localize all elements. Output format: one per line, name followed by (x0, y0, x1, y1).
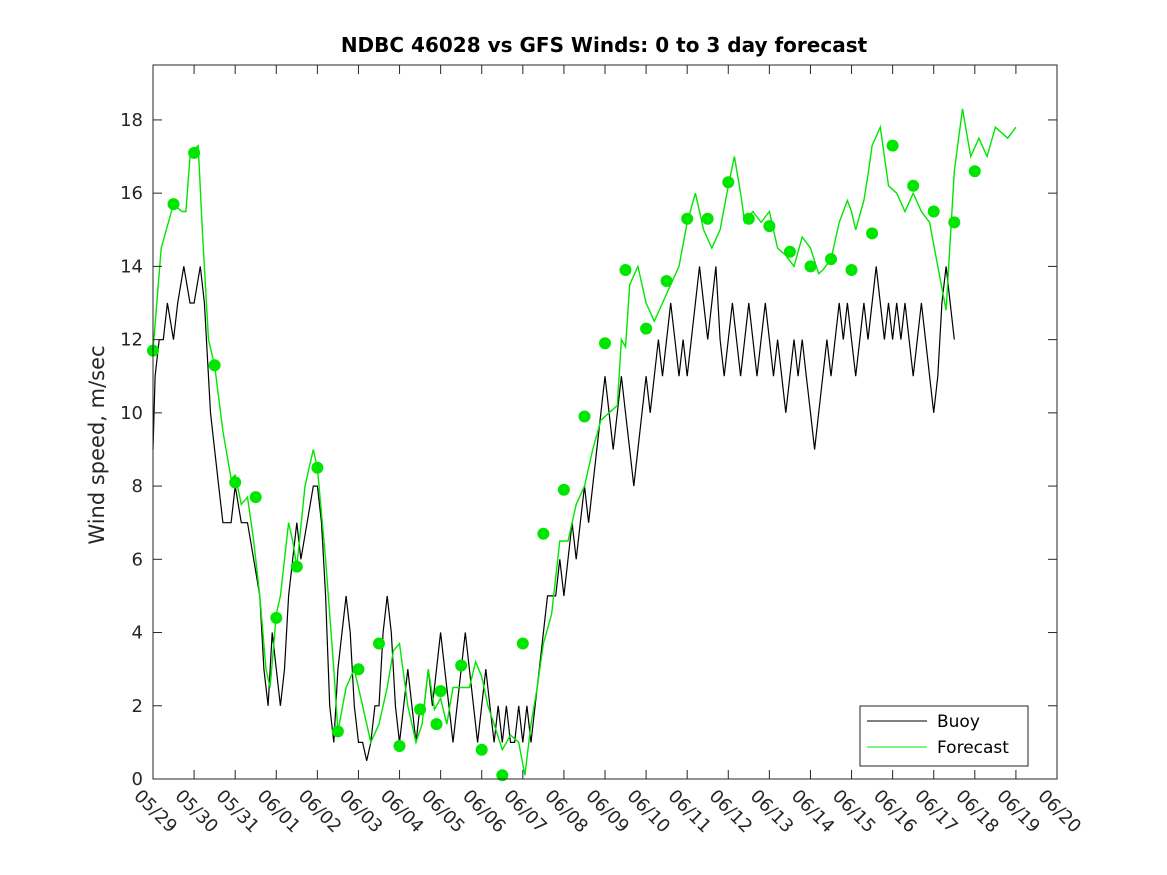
x-tick-label-16: 06/14 (787, 786, 839, 838)
legend-box (859, 705, 1029, 767)
forecast-point-11 (373, 637, 385, 650)
forecast-point-5 (249, 491, 262, 504)
forecast-point-16 (455, 659, 468, 672)
x-tick-label-5: 06/03 (335, 786, 387, 838)
forecast-point-14 (430, 718, 443, 731)
forecast-point-19 (516, 637, 529, 650)
forecast-point-37 (886, 139, 899, 152)
x-tick-label-10: 06/08 (540, 786, 592, 838)
forecast-point-23 (599, 337, 611, 350)
x-tick-label-20: 06/18 (951, 786, 1003, 838)
series-line-forecast (152, 108, 1017, 776)
x-tick-label-13: 06/11 (664, 786, 716, 838)
forecast-point-12 (393, 740, 406, 752)
forecast-point-13 (414, 703, 427, 716)
x-tick-label-17: 06/15 (828, 786, 880, 838)
forecast-point-35 (845, 264, 858, 276)
forecast-point-29 (722, 176, 735, 189)
forecast-point-36 (866, 227, 879, 240)
y-tick-label-16: 16 (120, 183, 143, 204)
forecast-point-3 (208, 359, 221, 372)
legend-forecast-label: Forecast (937, 738, 1009, 758)
x-tick-label-3: 06/01 (253, 786, 305, 838)
forecast-point-39 (927, 205, 940, 218)
y-tick-label-4: 4 (132, 623, 143, 644)
forecast-point-18 (496, 769, 509, 782)
legend: Buoy Forecast (859, 705, 1029, 767)
y-axis-label: Wind speed, m/sec (85, 345, 109, 544)
forecast-point-22 (578, 410, 591, 423)
x-tick-label-14: 06/12 (705, 786, 757, 838)
forecast-point-32 (783, 245, 796, 258)
y-tick-label-12: 12 (120, 330, 143, 351)
forecast-point-6 (270, 611, 283, 624)
forecast-point-26 (660, 275, 673, 287)
y-tick-label-6: 6 (132, 549, 143, 570)
forecast-point-40 (948, 216, 961, 229)
forecast-point-15 (434, 685, 447, 698)
y-tick-label-14: 14 (120, 256, 143, 277)
x-tick-label-9: 06/07 (499, 786, 551, 838)
x-tick-label-6: 06/04 (376, 786, 428, 838)
x-tick-label-19: 06/17 (910, 786, 962, 838)
chart-title: NDBC 46028 vs GFS Winds: 0 to 3 day fore… (341, 33, 868, 57)
forecast-point-4 (229, 476, 242, 489)
forecast-point-21 (557, 483, 570, 496)
forecast-point-17 (475, 743, 488, 756)
forecast-point-7 (290, 560, 303, 573)
y-tick-label-0: 0 (132, 769, 143, 790)
forecast-point-38 (907, 179, 920, 192)
forecast-point-33 (804, 260, 817, 273)
forecast-point-9 (331, 725, 344, 738)
forecast-point-24 (619, 264, 632, 276)
series-line-buoy (152, 266, 955, 761)
forecast-point-30 (742, 212, 755, 225)
x-tick-label-22: 06/20 (1033, 786, 1085, 838)
x-tick-label-11: 06/09 (581, 786, 633, 838)
x-tick-label-8: 06/06 (458, 786, 510, 838)
forecast-point-2 (188, 146, 201, 159)
forecast-point-27 (681, 212, 694, 225)
x-tick-label-18: 06/16 (869, 786, 921, 838)
forecast-point-20 (537, 527, 550, 540)
x-tick-label-4: 06/02 (294, 786, 346, 838)
x-tick-label-1: 05/30 (171, 786, 223, 838)
axes-box (152, 64, 1058, 780)
forecast-point-41 (968, 165, 981, 178)
y-tick-label-2: 2 (132, 696, 143, 717)
forecast-point-31 (763, 220, 776, 233)
plot-area (147, 108, 1017, 782)
x-tick-label-15: 06/13 (746, 786, 798, 838)
forecast-point-34 (825, 253, 837, 266)
x-tick-label-0: 05/29 (129, 786, 181, 838)
forecast-point-28 (701, 212, 714, 225)
y-tick-label-8: 8 (132, 476, 143, 497)
forecast-point-25 (640, 322, 653, 335)
x-tick-label-21: 06/19 (992, 786, 1044, 838)
forecast-point-8 (311, 461, 324, 474)
forecast-point-10 (352, 663, 365, 676)
x-tick-label-2: 05/31 (212, 786, 264, 838)
y-tick-label-10: 10 (120, 403, 143, 424)
y-tick-label-18: 18 (120, 110, 143, 131)
x-tick-label-7: 06/05 (417, 786, 469, 838)
forecast-point-1 (167, 198, 180, 211)
legend-buoy-label: Buoy (937, 712, 980, 732)
x-tick-label-12: 06/10 (623, 786, 675, 838)
